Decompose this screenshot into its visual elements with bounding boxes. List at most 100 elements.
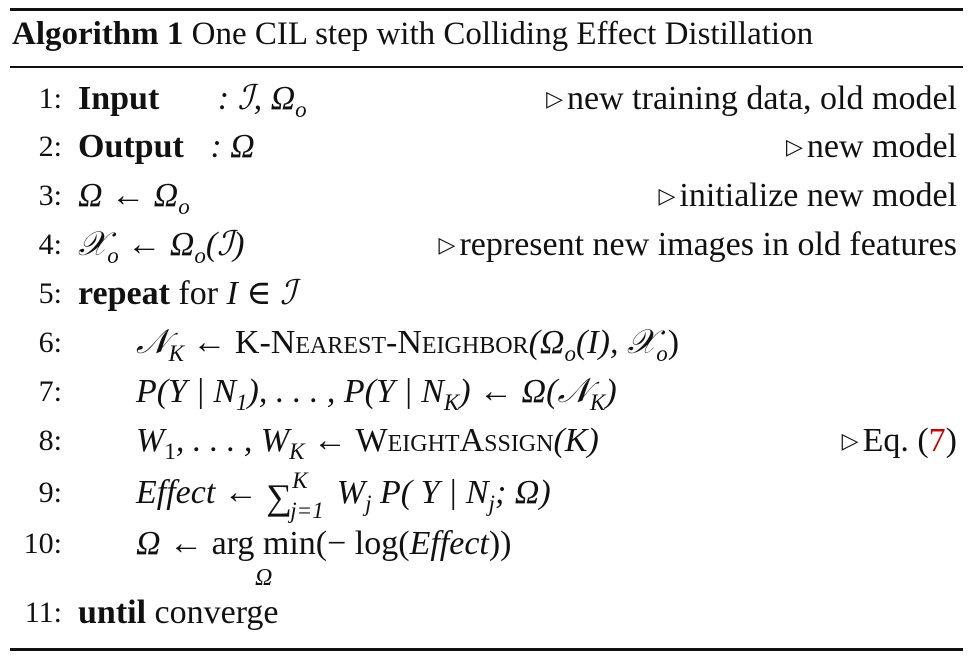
subscript: o: [564, 340, 576, 366]
line-number: 3:: [38, 179, 62, 212]
subscript: j: [365, 490, 372, 516]
math-text: 𝒩: [136, 324, 169, 361]
algorithm-line-4: 4: 𝒳o ← Ωo(ℐ) ▷ represent new images in o…: [0, 222, 973, 268]
caption-rule: [10, 66, 963, 68]
math-text: ): [667, 324, 680, 361]
sum-upper-limit: K: [292, 468, 308, 493]
line-body: until converge: [78, 590, 279, 636]
comment-text: new training data, old model: [567, 80, 957, 117]
line-number: 2:: [38, 130, 62, 163]
subscript: K: [289, 438, 305, 464]
math-text: Effect: [409, 525, 489, 562]
keyword: until: [78, 594, 147, 631]
line-body: 𝒳o ← Ωo(ℐ): [78, 222, 244, 279]
comment: ▷ Eq. (7): [842, 418, 957, 467]
algorithm-caption: Algorithm 1 One CIL step with Colliding …: [12, 16, 813, 53]
triangle-right-icon: ▷: [785, 134, 803, 159]
top-rule: [10, 8, 963, 11]
argmin-text: arg min: [211, 525, 316, 562]
algorithm-title: One CIL step with Colliding Effect Disti…: [191, 16, 814, 52]
math-text: ←: [304, 422, 356, 459]
line-body: Output : Ω: [78, 124, 255, 170]
algorithm-line-5: 5: repeat for I ∈ ℐ: [0, 271, 973, 317]
subscript: 1: [164, 438, 176, 464]
line-number: 4:: [38, 228, 62, 261]
line-body: Ω ← arg min Ω (− log(Effect)): [136, 521, 512, 591]
math-text: P(Y | N: [136, 373, 237, 410]
math-text: P( Y | N: [371, 474, 489, 511]
comment: ▷ represent new images in old features: [439, 222, 957, 271]
algorithm-line-8: 8: W1, . . . , WK ← WeightAssign(K) ▷ Eq.…: [0, 418, 973, 464]
math-text: : ℐ, Ω: [217, 80, 296, 117]
math-text: Ω ← Ω: [78, 177, 179, 214]
math-text: ), . . . , P(Y | N: [247, 373, 444, 410]
math-text: ; Ω): [494, 474, 551, 511]
math-text: 𝒳: [78, 226, 108, 263]
math-text: (ℐ): [205, 226, 245, 263]
argmin-operator: arg min Ω: [211, 521, 316, 591]
text: for: [169, 275, 227, 312]
triangle-right-icon: ▷: [546, 86, 564, 111]
line-body: Input : ℐ, Ωo: [78, 76, 307, 133]
algorithm-line-11: 11: until converge: [0, 590, 973, 636]
triangle-right-icon: ▷: [658, 183, 676, 208]
subscript: o: [194, 242, 206, 268]
sum-symbol: ∑: [266, 477, 292, 517]
line-body: P(Y | N1), . . . , P(Y | NK) ← Ω(𝒩K): [136, 369, 617, 426]
math-text: W: [328, 474, 366, 511]
subscript: o: [178, 193, 190, 219]
line-number: 10:: [23, 527, 62, 560]
subscript: j: [488, 490, 495, 516]
argmin-subscript: Ω: [255, 565, 273, 591]
math-text: ← Ω: [118, 226, 195, 263]
algorithm-line-3: 3: Ω ← Ωo ▷ initialize new model: [0, 173, 973, 219]
subscript: K: [590, 389, 606, 415]
math-text: I ∈ ℐ: [226, 275, 297, 312]
comment: ▷ initialize new model: [659, 173, 958, 222]
line-body: Ω ← Ωo: [78, 173, 190, 230]
line-number: 11:: [24, 596, 62, 629]
math-text: )): [488, 525, 512, 562]
math-text: ) ← Ω(𝒩: [459, 373, 591, 410]
subscript: o: [107, 242, 119, 268]
line-number: 9:: [38, 476, 62, 509]
math-text: (I), 𝒳: [575, 324, 657, 361]
function-name: K-Nearest-Neighbor: [234, 324, 529, 361]
sum-lower-limit: j=1: [290, 498, 324, 523]
math-text: , . . . , W: [175, 422, 290, 459]
math-text: (K): [553, 422, 599, 459]
equation-reference-link[interactable]: 7: [928, 422, 946, 459]
comment-text: represent new images in old features: [459, 226, 957, 263]
subscript: o: [295, 96, 307, 122]
algorithm-line-7: 7: P(Y | N1), . . . , P(Y | NK) ← Ω(𝒩K): [0, 369, 973, 415]
subscript: 1: [236, 389, 248, 415]
math-text: (Ω: [528, 324, 565, 361]
algorithm-line-2: 2: Output : Ω ▷ new model: [0, 124, 973, 170]
comment: ▷ new training data, old model: [546, 76, 957, 125]
line-number: 7:: [38, 375, 62, 408]
keyword: Output: [78, 128, 184, 165]
math-text: (− log(: [315, 525, 410, 562]
comment: ▷ new model: [786, 124, 957, 173]
algorithm-line-1: 1: Input : ℐ, Ωo ▷ new training data, old…: [0, 76, 973, 122]
subscript: o: [656, 340, 668, 366]
comment-text: new model: [806, 128, 957, 165]
line-body: 𝒩K ← K-Nearest-Neighbor(Ωo(I), 𝒳o): [136, 320, 679, 377]
math-text: W: [136, 422, 165, 459]
triangle-right-icon: ▷: [438, 232, 456, 257]
math-text: Effect ←: [136, 474, 267, 511]
bottom-rule: [10, 648, 963, 651]
math: : ℐ, Ωo: [217, 80, 307, 122]
subscript: K: [443, 389, 460, 415]
keyword: Input: [78, 80, 160, 117]
line-number: 1:: [38, 82, 62, 115]
algorithm-line-10: 10: Ω ← arg min Ω (− log(Effect)): [0, 521, 973, 591]
comment-text: initialize new model: [679, 177, 957, 214]
algorithm-line-6: 6: 𝒩K ← K-Nearest-Neighbor(Ωo(I), 𝒳o): [0, 320, 973, 366]
line-number: 6:: [38, 326, 62, 359]
keyword: repeat: [78, 275, 170, 312]
triangle-right-icon: ▷: [841, 428, 859, 453]
